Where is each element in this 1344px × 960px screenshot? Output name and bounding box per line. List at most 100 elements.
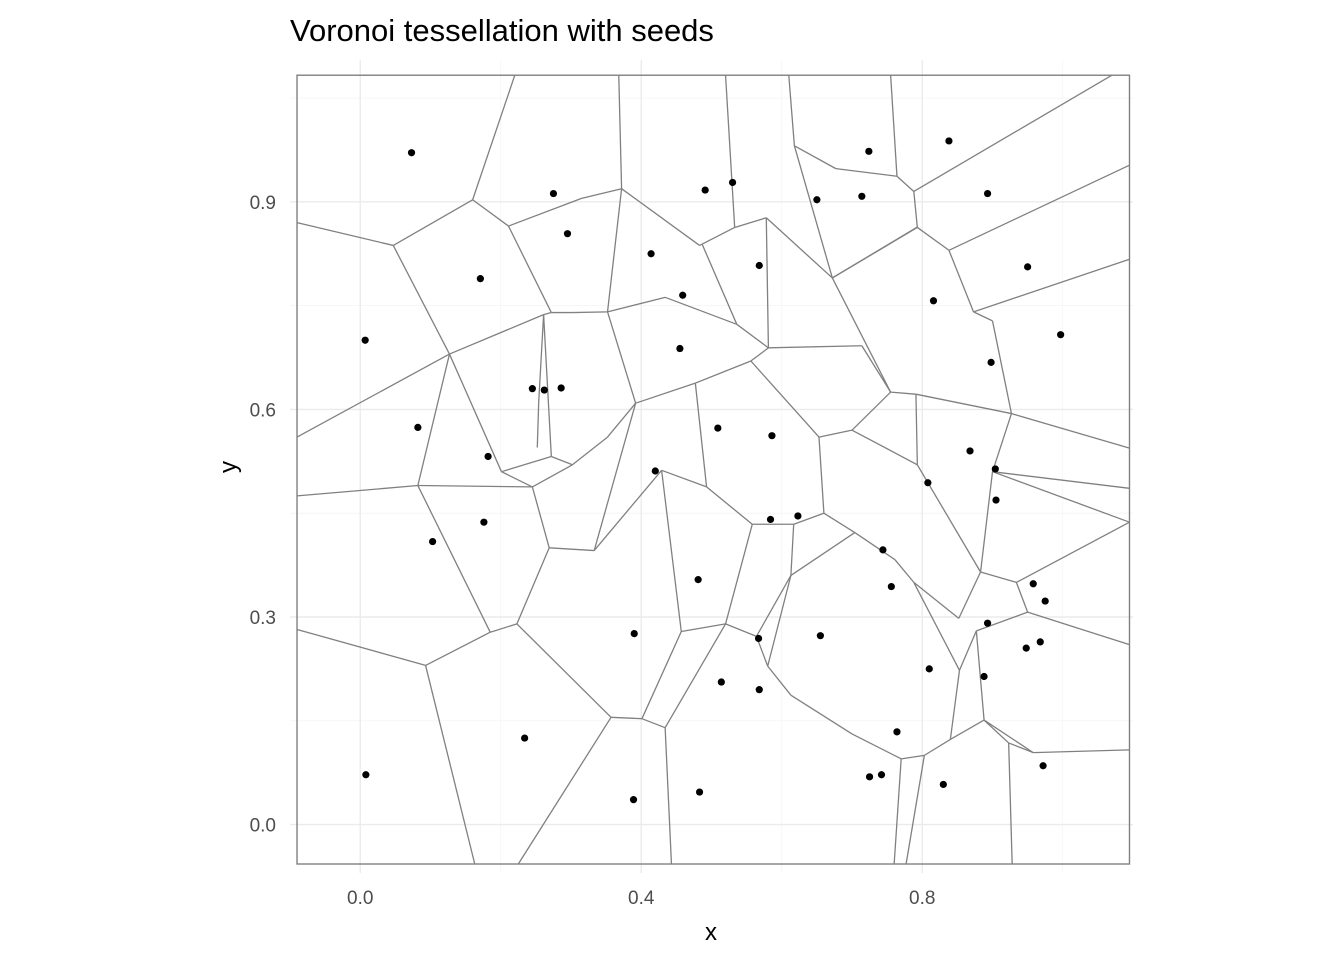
voronoi-edge bbox=[531, 486, 550, 548]
voronoi-edge bbox=[681, 623, 726, 633]
voronoi-edge bbox=[950, 719, 985, 741]
voronoi-edge bbox=[915, 394, 918, 465]
seed-point bbox=[362, 771, 370, 779]
voronoi-edge bbox=[991, 413, 1013, 472]
voronoi-edge bbox=[516, 623, 612, 718]
seed-point bbox=[1036, 638, 1044, 646]
voronoi-edge bbox=[536, 402, 540, 448]
voronoi-edge bbox=[831, 277, 892, 393]
voronoi-edge bbox=[734, 217, 767, 229]
seed-point bbox=[925, 665, 933, 673]
voronoi-edge bbox=[992, 471, 1130, 489]
voronoi-edge bbox=[768, 345, 862, 349]
voronoi-edge bbox=[924, 738, 951, 756]
y-tick-label: 0.0 bbox=[250, 816, 276, 837]
seed-point bbox=[528, 385, 536, 393]
seed-point bbox=[629, 796, 638, 804]
voronoi-edge bbox=[736, 323, 769, 349]
voronoi-edge bbox=[425, 631, 491, 667]
seed-point bbox=[1041, 597, 1049, 605]
voronoi-edge bbox=[593, 469, 663, 551]
seed-point bbox=[879, 546, 887, 554]
voronoi-edge bbox=[543, 311, 552, 316]
voronoi-edge bbox=[448, 353, 503, 472]
voronoi-edge bbox=[893, 758, 902, 865]
voronoi-edge bbox=[606, 311, 637, 404]
seed-point bbox=[893, 728, 901, 736]
voronoi-edge bbox=[854, 532, 896, 561]
voronoi-edge bbox=[593, 403, 637, 551]
voronoi-edge bbox=[894, 559, 915, 583]
voronoi-edge bbox=[905, 755, 925, 865]
seed-point bbox=[701, 186, 709, 194]
voronoi-edge bbox=[948, 164, 1130, 251]
seed-point bbox=[714, 424, 722, 432]
voronoi-edge bbox=[1015, 582, 1029, 613]
seed-point bbox=[476, 275, 484, 283]
seed-point bbox=[728, 178, 737, 187]
voronoi-edge bbox=[913, 582, 961, 671]
voronoi-edge bbox=[507, 225, 552, 313]
seed-point bbox=[754, 634, 763, 643]
seed-point bbox=[540, 386, 548, 394]
voronoi-edge bbox=[424, 665, 476, 865]
voronoi-edge bbox=[417, 484, 533, 488]
voronoi-edge bbox=[660, 470, 682, 632]
seed-point bbox=[630, 629, 638, 638]
seed-point bbox=[983, 619, 992, 627]
voronoi-edge bbox=[664, 296, 738, 325]
voronoi-edge bbox=[975, 630, 985, 721]
voronoi-edge bbox=[793, 512, 825, 525]
voronoi-edge bbox=[983, 719, 1034, 754]
voronoi-edge bbox=[901, 754, 925, 760]
voronoi-edge bbox=[915, 393, 1012, 415]
voronoi-edge bbox=[694, 383, 708, 487]
voronoi-edge bbox=[790, 694, 853, 735]
voronoi-edge bbox=[296, 353, 450, 438]
voronoi-edge bbox=[664, 623, 727, 729]
voronoi-edge bbox=[831, 226, 918, 279]
voronoi-edge bbox=[706, 486, 753, 525]
voronoi-edge bbox=[724, 75, 736, 228]
voronoi-edge bbox=[699, 226, 735, 247]
voronoi-edge bbox=[794, 145, 837, 170]
seed-point bbox=[987, 358, 995, 366]
seed-point bbox=[992, 496, 1000, 504]
voronoi-edge bbox=[991, 320, 1013, 414]
seed-point bbox=[980, 672, 988, 681]
x-tick-labels: 0.0 0.4 0.8 bbox=[347, 888, 935, 909]
voronoi-edge bbox=[790, 524, 795, 576]
voronoi-edge bbox=[1011, 412, 1130, 449]
y-tick-label: 0.3 bbox=[250, 608, 276, 629]
voronoi-edge bbox=[449, 314, 544, 355]
seed-point bbox=[647, 250, 655, 258]
x-tick-label: 0.4 bbox=[628, 888, 655, 909]
voronoi-edge bbox=[823, 512, 856, 534]
voronoi-edge bbox=[664, 727, 673, 865]
seed-point bbox=[695, 788, 704, 796]
seed-point bbox=[939, 780, 947, 789]
voronoi-edge bbox=[472, 199, 509, 227]
voronoi-edge bbox=[701, 244, 738, 325]
seed-point bbox=[813, 196, 821, 204]
voronoi-edge bbox=[296, 484, 418, 497]
voronoi-edge bbox=[490, 623, 518, 633]
seed-point bbox=[429, 537, 437, 546]
voronoi-edge bbox=[724, 524, 753, 625]
chart-title: Voronoi tessellation with seeds bbox=[290, 13, 714, 48]
voronoi-edge bbox=[889, 75, 898, 177]
voronoi-edge bbox=[851, 391, 892, 431]
voronoi-edge bbox=[661, 469, 707, 488]
seed-point bbox=[983, 189, 992, 198]
x-tick-label: 0.0 bbox=[347, 888, 373, 909]
voronoi-edge bbox=[1027, 611, 1130, 646]
voronoi-edge bbox=[516, 547, 550, 625]
seed-point bbox=[766, 515, 775, 524]
voronoi-edge bbox=[913, 581, 960, 619]
voronoi-edge bbox=[916, 226, 950, 251]
seed-point bbox=[484, 452, 492, 461]
voronoi-edge bbox=[767, 575, 792, 667]
seed-point bbox=[557, 384, 565, 392]
voronoi-edge bbox=[618, 75, 623, 189]
